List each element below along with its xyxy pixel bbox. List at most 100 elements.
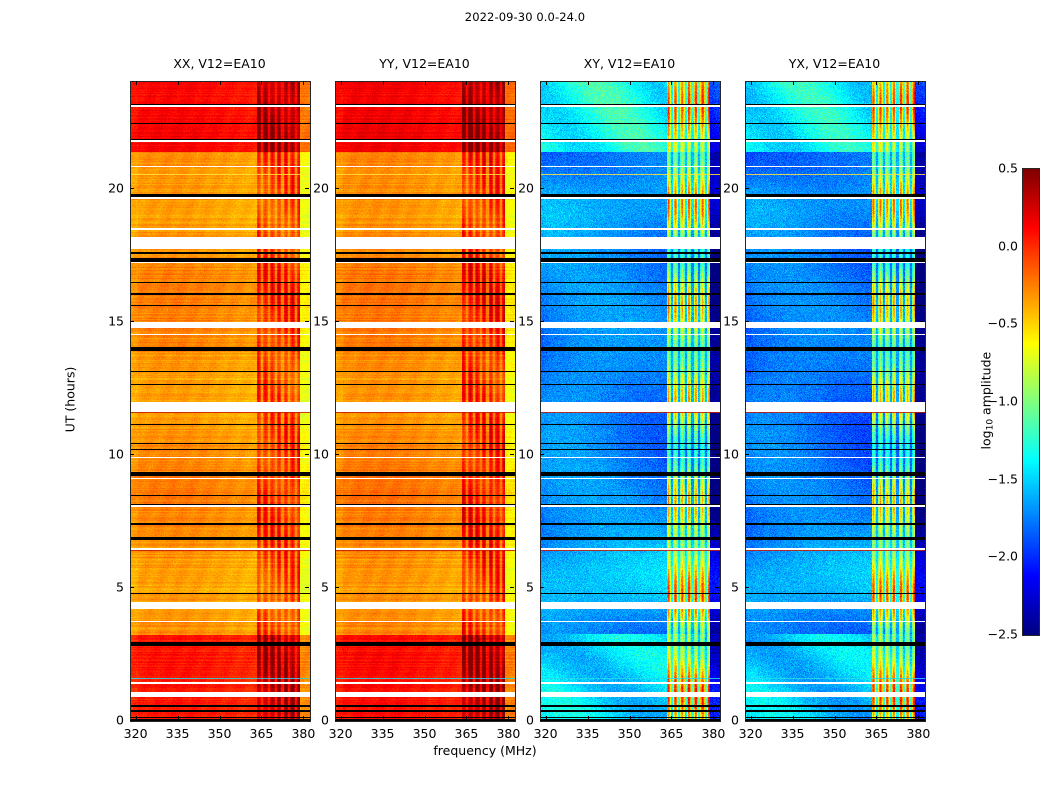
x-tick-label: 320 <box>738 726 763 741</box>
y-tickmark <box>745 453 749 455</box>
x-tickmark <box>545 81 547 85</box>
y-tickmark <box>715 187 719 189</box>
y-tickmark <box>130 720 134 721</box>
y-tickmark <box>130 187 134 189</box>
y-tick-label: 10 <box>313 446 329 462</box>
x-tickmark <box>545 716 547 720</box>
y-tickmark <box>715 720 719 721</box>
y-tick-labels-xy: 0 5 10 15 20 <box>498 81 534 728</box>
colorbar-label-prefix: log <box>978 430 994 450</box>
x-tick-labels-yy: 320 335 350 365 380 <box>329 726 521 744</box>
y-tickmark <box>305 187 309 189</box>
y-tick-label: 20 <box>518 180 534 195</box>
x-tickmark <box>177 81 179 85</box>
y-tickmark <box>920 320 924 322</box>
y-tickmark <box>335 720 339 721</box>
colorbar-tick-labels: 0.5 0.0 −0.5 −1.0 −1.5 −2.0 −2.5 <box>985 161 1018 642</box>
colorbar[interactable] <box>1022 168 1040 636</box>
colorbar-label-subscript: 10 <box>985 418 996 431</box>
x-tick-label: 350 <box>822 726 847 741</box>
x-tick-labels-xx: 320 335 350 365 380 <box>124 726 316 744</box>
x-tick-label: 320 <box>533 726 558 741</box>
x-tickmark <box>135 716 137 720</box>
x-tickmark <box>671 81 673 85</box>
y-tickmark <box>510 586 514 588</box>
y-tickmark <box>335 320 339 322</box>
y-tick-label: 15 <box>108 313 124 329</box>
y-axis-label: UT (hours) <box>62 366 78 433</box>
colorbar-tick-label: 0.0 <box>998 238 1018 254</box>
x-tickmark <box>918 81 920 85</box>
y-tickmark <box>920 720 924 721</box>
x-tick-label: 335 <box>575 726 600 741</box>
heatmap-image-xx <box>131 82 310 721</box>
y-tickmark <box>305 453 309 455</box>
heatmap-panel-yx[interactable] <box>745 81 926 722</box>
x-tick-label: 350 <box>207 726 232 741</box>
y-tick-label: 0 <box>731 712 739 728</box>
x-tickmark <box>834 81 836 85</box>
y-tick-label: 0 <box>526 712 534 728</box>
colorbar-tick-label: −1.5 <box>987 471 1018 487</box>
y-tickmark <box>745 586 749 588</box>
colorbar-tick-label: −1.0 <box>987 393 1018 409</box>
y-tick-label: 10 <box>723 446 739 462</box>
colorbar-label-suffix: amplitude <box>978 351 994 419</box>
x-tickmark <box>671 716 673 720</box>
y-tick-label: 5 <box>116 579 124 595</box>
y-tickmark <box>745 720 749 721</box>
x-tick-label: 320 <box>328 726 353 741</box>
heatmap-panel-yy[interactable] <box>335 81 516 722</box>
x-axis-label: frequency (MHz) <box>433 743 537 758</box>
y-tickmark <box>510 187 514 189</box>
x-tickmark <box>303 716 305 720</box>
y-tick-label: 15 <box>313 313 329 329</box>
x-tick-label: 320 <box>123 726 148 741</box>
x-tickmark <box>382 716 384 720</box>
y-tickmark <box>130 586 134 588</box>
x-tick-label: 350 <box>412 726 437 741</box>
x-tickmark <box>261 81 263 85</box>
y-tickmark <box>335 187 339 189</box>
y-tickmark <box>715 453 719 455</box>
y-tickmark <box>510 720 514 721</box>
x-tick-label: 335 <box>780 726 805 741</box>
x-tickmark <box>713 716 715 720</box>
y-tick-label: 0 <box>116 712 124 728</box>
colorbar-label: log10 amplitude <box>978 321 995 481</box>
y-tickmark <box>335 586 339 588</box>
figure-suptitle: 2022-09-30 0.0-24.0 <box>464 10 586 24</box>
colorbar-tick-label: −2.0 <box>987 548 1018 564</box>
y-tick-label: 20 <box>313 180 329 195</box>
x-tickmark <box>792 81 794 85</box>
y-tickmark <box>920 187 924 189</box>
x-tickmark <box>424 81 426 85</box>
colorbar-tick-label: −0.5 <box>987 315 1018 331</box>
x-tick-label: 350 <box>617 726 642 741</box>
y-tick-label: 20 <box>723 180 739 195</box>
x-tick-label: 380 <box>496 726 521 741</box>
x-tick-label: 380 <box>701 726 726 741</box>
heatmap-panel-xy[interactable] <box>540 81 721 722</box>
x-tick-label: 335 <box>165 726 190 741</box>
y-tickmark <box>540 187 544 189</box>
y-tick-label: 5 <box>321 579 329 595</box>
x-tickmark <box>876 716 878 720</box>
x-tick-label: 335 <box>370 726 395 741</box>
heatmap-panel-xx[interactable] <box>130 81 311 722</box>
panel-title-yx: YX, V12=EA10 <box>788 56 881 71</box>
y-tick-label: 15 <box>518 313 534 329</box>
y-tickmark <box>510 320 514 322</box>
x-tickmark <box>219 716 221 720</box>
x-tickmark <box>750 716 752 720</box>
y-tickmark <box>715 586 719 588</box>
x-tick-label: 380 <box>906 726 931 741</box>
y-tickmark <box>745 320 749 322</box>
y-tickmark <box>715 320 719 322</box>
x-tick-label: 380 <box>291 726 316 741</box>
y-tick-label: 10 <box>518 446 534 462</box>
x-tickmark <box>713 81 715 85</box>
y-tickmark <box>540 320 544 322</box>
x-tickmark <box>340 81 342 85</box>
